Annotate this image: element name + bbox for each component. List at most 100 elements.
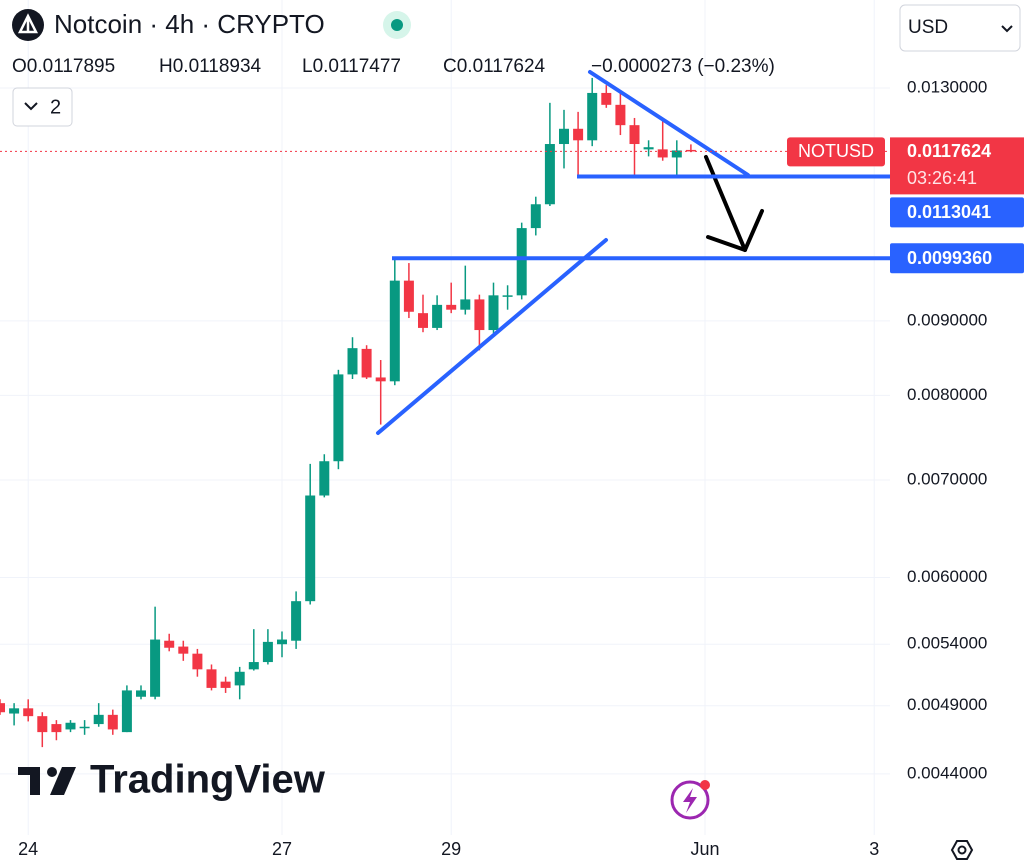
- overlay: NOTUSD 0.0117624 03:26:41 0.0113041 0.009936…: [0, 137, 1024, 274]
- y-tick-label: 0.0090000: [907, 310, 987, 329]
- candle-body: [601, 92, 612, 105]
- symbol-label-box: [787, 137, 885, 167]
- settings-icon[interactable]: [950, 840, 974, 860]
- x-tick-label: 3: [869, 839, 879, 859]
- candle-body: [657, 149, 668, 158]
- candle-body: [37, 716, 48, 733]
- candle-body: [65, 722, 76, 730]
- candles: [0, 77, 696, 748]
- candle-body: [51, 724, 62, 733]
- candle-body: [206, 669, 217, 688]
- x-tick-label: 29: [441, 839, 461, 859]
- settings-button[interactable]: [950, 840, 974, 860]
- candle-body: [347, 348, 358, 375]
- candle-body: [446, 304, 457, 310]
- price-line-label-box: [890, 243, 1024, 274]
- chevron: [24, 102, 38, 111]
- candle-body: [262, 641, 273, 663]
- grid: [0, 0, 890, 835]
- candle-body: [164, 640, 175, 648]
- indicators-box[interactable]: [12, 87, 73, 127]
- candle-body: [136, 690, 146, 697]
- candle-body: [671, 150, 682, 158]
- candle-body: [516, 228, 527, 296]
- candle-body: [474, 299, 485, 331]
- ohlc-change: −0.0000273 (−0.23%): [591, 56, 775, 77]
- candle-body: [107, 714, 118, 730]
- candle-body: [544, 144, 555, 205]
- logo: [18, 767, 76, 795]
- candle-body: [277, 639, 287, 645]
- arrow: [704, 155, 764, 252]
- indicators-count[interactable]: 2: [50, 96, 61, 118]
- y-tick-label: 0.0044000: [907, 763, 987, 782]
- candle-body: [502, 295, 513, 297]
- lightning-button[interactable]: [670, 780, 710, 820]
- candle-body: [389, 280, 400, 382]
- countdown-label: 03:26:41: [907, 168, 977, 188]
- drawings: [376, 70, 750, 435]
- candle-body: [530, 204, 541, 229]
- candle-body: [79, 726, 90, 729]
- candle-body: [192, 653, 203, 670]
- candle-body: [234, 671, 245, 686]
- candle-body: [403, 280, 414, 312]
- logo-mark: [47, 767, 57, 777]
- y-tick-label: 0.0049000: [907, 695, 987, 714]
- currency-select[interactable]: USD: [899, 4, 1021, 52]
- brand: TradingView: [90, 758, 326, 802]
- candle-body: [488, 295, 499, 331]
- currency[interactable]: USD: [908, 17, 948, 38]
- logo-mark: [18, 767, 40, 775]
- y-tick-label: 0.0070000: [907, 469, 987, 488]
- price-line-label-box: [890, 197, 1024, 228]
- y-tick-label: 0.0130000: [907, 78, 987, 97]
- y-tick-label: 0.0054000: [907, 634, 987, 653]
- price-label: 0.0117624: [907, 141, 991, 161]
- ohlc-close: C0.0117624: [443, 56, 546, 77]
- trend-line: [376, 238, 608, 435]
- candle-body: [220, 681, 231, 688]
- price-line-label: 0.0099360: [907, 248, 992, 268]
- y-tick-label: 0.0060000: [907, 567, 987, 586]
- chevron: [1001, 25, 1013, 33]
- candle-body: [587, 92, 598, 141]
- price-line-label: 0.0113041: [907, 202, 991, 222]
- trend-line: [588, 70, 750, 177]
- x-tick-label: 27: [272, 839, 292, 859]
- arrow-head: [706, 209, 764, 252]
- x-tick-label: Jun: [690, 839, 719, 859]
- currency-box[interactable]: [899, 4, 1021, 52]
- price-label-box: [890, 137, 1024, 195]
- indicators-button[interactable]: 2: [12, 87, 73, 127]
- candle-body: [319, 461, 330, 496]
- symbol-label: NOTUSD: [798, 141, 874, 161]
- lightning-ring[interactable]: [670, 780, 710, 820]
- logo-mark: [30, 767, 40, 795]
- candle-body: [460, 299, 471, 310]
- candle-body: [685, 149, 696, 152]
- candle-body: [375, 377, 386, 382]
- candle-body: [333, 374, 344, 462]
- logo-mark: [50, 767, 76, 795]
- candle-body: [615, 104, 626, 126]
- lightning-icon: [683, 788, 697, 813]
- y-tick-label: 0.0080000: [907, 385, 987, 404]
- candle-body: [629, 125, 640, 145]
- status-dot: [391, 19, 403, 31]
- candle-body: [305, 495, 316, 602]
- arrow-shaft: [704, 155, 747, 252]
- notification-dot: [700, 780, 710, 790]
- candle-body: [178, 646, 189, 654]
- ohlc-high: H0.0118934: [159, 56, 262, 77]
- ohlc-open: O0.0117895: [12, 56, 115, 77]
- candle-body: [559, 128, 569, 145]
- candle-body: [418, 313, 428, 328]
- title: Notcoin · 4h · CRYPTO: [54, 9, 325, 39]
- ohlc-low: L0.0117477: [302, 56, 401, 77]
- candle-body: [573, 128, 584, 141]
- symbol-icon-glyph: [17, 13, 39, 34]
- candle-body: [291, 601, 302, 641]
